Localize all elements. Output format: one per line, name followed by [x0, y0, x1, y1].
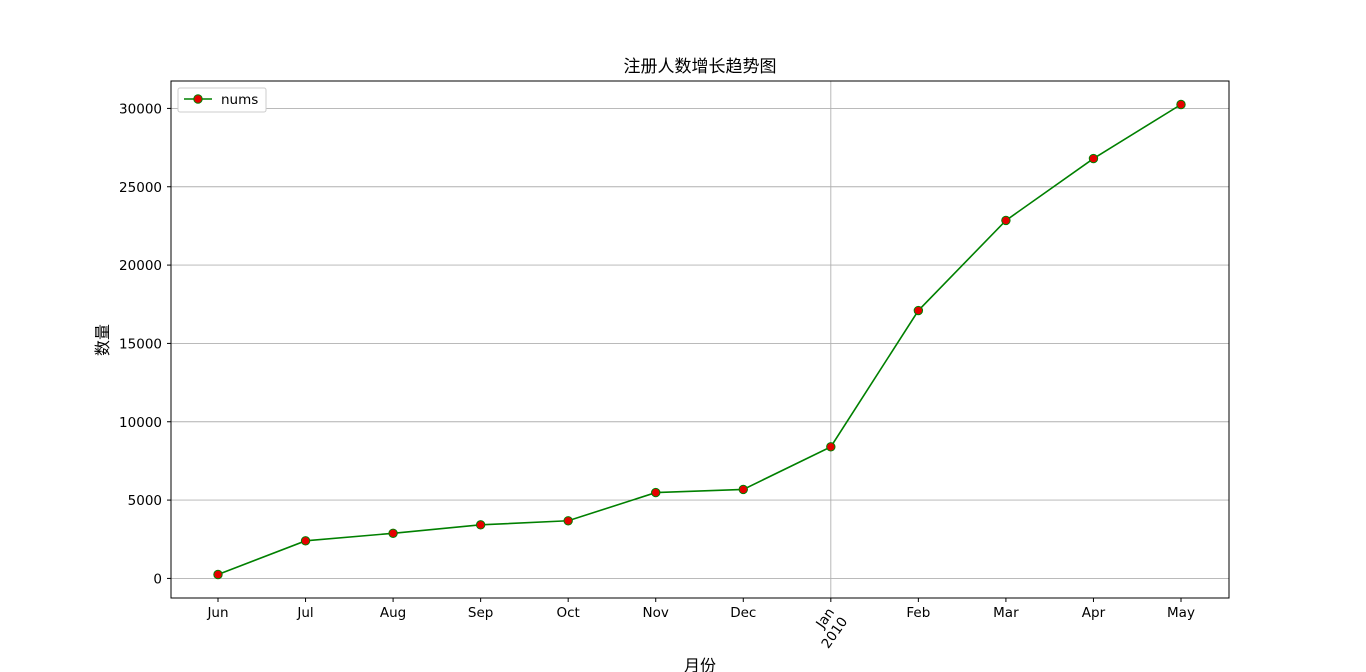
y-axis-ticks: 0 5000 10000 15000 20000 25000 30000 [119, 101, 171, 587]
chart-title: 注册人数增长趋势图 [624, 57, 777, 77]
x-tick-label: Dec [730, 605, 756, 621]
x-tick-label: Feb [906, 605, 930, 621]
y-tick-label: 15000 [119, 336, 162, 352]
legend: nums [177, 87, 267, 113]
grid-lines [171, 81, 1229, 598]
data-point [388, 528, 398, 538]
x-tick-label: Oct [557, 605, 580, 621]
x-tick-label: Jun [206, 605, 228, 621]
x-tick-label: Nov [643, 605, 669, 621]
y-tick-label: 10000 [119, 415, 162, 431]
data-point [213, 569, 223, 580]
data-point [1001, 215, 1011, 226]
plot-area-frame [170, 80, 1230, 599]
series-line-nums [217, 103, 1182, 576]
x-tick-label: Mar [993, 605, 1019, 621]
series-markers [213, 99, 1186, 580]
x-axis-label: 月份 [684, 656, 716, 672]
legend-frame [177, 87, 267, 113]
x-tick-label: Apr [1082, 605, 1106, 621]
legend-label-nums: nums [221, 92, 258, 108]
data-point [651, 487, 661, 498]
y-tick-label: 30000 [119, 101, 162, 117]
data-point [1176, 99, 1186, 110]
data-point [826, 442, 836, 452]
x-tick-label: May [1167, 605, 1195, 621]
x-tick-label: Jul [296, 605, 313, 621]
y-tick-label: 25000 [119, 180, 162, 196]
y-tick-label: 20000 [119, 258, 162, 274]
legend-marker-sample [193, 94, 203, 104]
data-point [475, 520, 486, 530]
y-axis-label: 数量 [93, 324, 112, 356]
data-point [913, 305, 924, 316]
y-tick-label: 0 [153, 571, 162, 587]
data-point [300, 536, 311, 546]
data-point [738, 484, 748, 495]
x-tick-label: Aug [380, 605, 406, 621]
x-tick-label: Sep [468, 605, 493, 621]
data-point [1088, 153, 1099, 164]
y-tick-label: 5000 [128, 493, 162, 509]
data-point [563, 516, 573, 526]
